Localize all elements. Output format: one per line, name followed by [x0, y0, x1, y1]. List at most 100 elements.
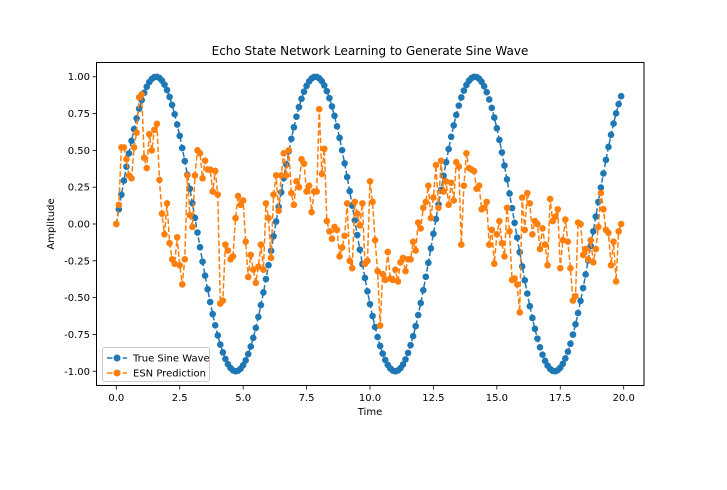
- true-sine-point: [442, 158, 450, 166]
- esn-prediction-point: [313, 188, 321, 195]
- true-sine-point: [133, 115, 140, 122]
- true-sine-point: [219, 349, 227, 356]
- esn-prediction-point: [153, 120, 161, 128]
- esn-prediction-point: [513, 281, 521, 288]
- true-sine-point: [610, 120, 617, 127]
- true-sine-point: [242, 357, 249, 364]
- true-sine-point: [485, 96, 493, 103]
- esn-prediction-point: [559, 236, 567, 244]
- chart-title: Echo State Network Learning to Generate …: [212, 44, 529, 58]
- true-sine-point: [171, 110, 178, 118]
- true-sine-point: [427, 245, 435, 252]
- x-tick-label: 15.0: [486, 393, 508, 404]
- true-sine-point: [189, 199, 196, 207]
- true-sine-point: [326, 94, 333, 102]
- true-sine-point: [272, 218, 280, 225]
- esn-prediction-point: [247, 251, 255, 259]
- true-sine-point: [346, 187, 354, 195]
- true-sine-point: [125, 150, 133, 157]
- esn-prediction-point: [326, 228, 333, 235]
- esn-prediction-point: [483, 198, 491, 206]
- esn-prediction-point: [435, 204, 442, 212]
- esn-prediction-point: [564, 238, 572, 245]
- esn-prediction-point: [412, 247, 419, 254]
- legend: True Sine Wave ESN Prediction: [102, 347, 210, 382]
- esn-prediction-point: [341, 232, 348, 240]
- esn-prediction-point: [562, 216, 569, 223]
- true-sine-point: [222, 355, 229, 363]
- esn-prediction-series: [113, 91, 625, 329]
- esn-prediction-point: [458, 241, 465, 248]
- esn-prediction-point: [308, 208, 315, 216]
- true-sine-point: [369, 312, 376, 320]
- esn-prediction-point: [437, 157, 445, 164]
- esn-prediction-point: [432, 161, 440, 169]
- esn-prediction-point: [417, 225, 425, 232]
- esn-prediction-point: [178, 281, 186, 288]
- esn-prediction-point: [409, 238, 417, 245]
- esn-prediction-point: [346, 257, 354, 265]
- esn-prediction-point: [427, 214, 435, 222]
- esn-prediction-point: [506, 228, 513, 235]
- true-sine-point: [194, 229, 201, 236]
- x-tick-label: 20.0: [613, 393, 635, 404]
- true-sine-point: [176, 132, 184, 140]
- legend-box: [102, 347, 210, 382]
- esn-prediction-point: [470, 167, 478, 175]
- y-tick-label: -0.75: [64, 330, 90, 341]
- esn-prediction-point: [148, 147, 156, 154]
- esn-prediction-point: [282, 172, 290, 179]
- esn-prediction-point: [290, 201, 298, 209]
- esn-prediction-point: [348, 264, 356, 272]
- true-sine-point: [260, 289, 267, 296]
- true-sine-point: [559, 360, 567, 368]
- esn-prediction-point: [359, 200, 366, 207]
- true-sine-point: [209, 310, 216, 318]
- true-sine-point: [173, 121, 181, 128]
- esn-prediction-point: [541, 241, 549, 248]
- true-sine-point: [204, 285, 211, 293]
- true-sine-point: [480, 83, 488, 90]
- true-sine-point: [422, 273, 430, 281]
- true-sine-point: [539, 351, 546, 359]
- true-sine-point: [288, 135, 295, 143]
- esn-prediction-point: [219, 297, 227, 304]
- esn-prediction-point: [336, 253, 343, 260]
- esn-prediction-point: [371, 236, 379, 244]
- true-sine-point: [381, 356, 389, 364]
- esn-prediction-point: [376, 322, 384, 329]
- esn-prediction-point: [546, 195, 554, 203]
- true-sine-point: [120, 177, 128, 184]
- esn-prediction-point: [516, 309, 523, 316]
- esn-prediction-point: [534, 220, 541, 228]
- y-tick-label: -1.00: [64, 367, 90, 378]
- esn-prediction-point: [120, 144, 128, 151]
- true-sine-point: [562, 355, 569, 362]
- esn-prediction-point: [442, 177, 450, 185]
- true-sine-point: [567, 340, 574, 348]
- true-sine-point: [569, 331, 577, 338]
- true-sine-point: [513, 234, 521, 241]
- esn-prediction-point: [270, 191, 277, 198]
- true-sine-point: [247, 343, 255, 350]
- true-sine-point: [414, 311, 422, 319]
- esn-prediction-point: [333, 226, 341, 234]
- esn-prediction-point: [493, 231, 501, 238]
- esn-prediction-point: [392, 266, 399, 273]
- true-sine-point: [534, 335, 541, 342]
- x-tick-label: 12.5: [422, 393, 444, 404]
- esn-prediction-point: [199, 175, 206, 182]
- true-sine-point: [455, 102, 463, 109]
- true-sine-point: [503, 176, 511, 183]
- true-sine-point: [615, 100, 622, 108]
- esn-prediction-point: [214, 191, 222, 198]
- esn-prediction-point: [206, 166, 214, 173]
- esn-prediction-point: [257, 241, 265, 248]
- true-sine-point: [364, 288, 371, 295]
- true-sine-point: [181, 157, 189, 165]
- true-sine-point: [293, 113, 300, 120]
- true-sine-point: [199, 258, 206, 265]
- esn-prediction-point: [138, 91, 145, 98]
- x-axis-label: Time: [357, 407, 382, 418]
